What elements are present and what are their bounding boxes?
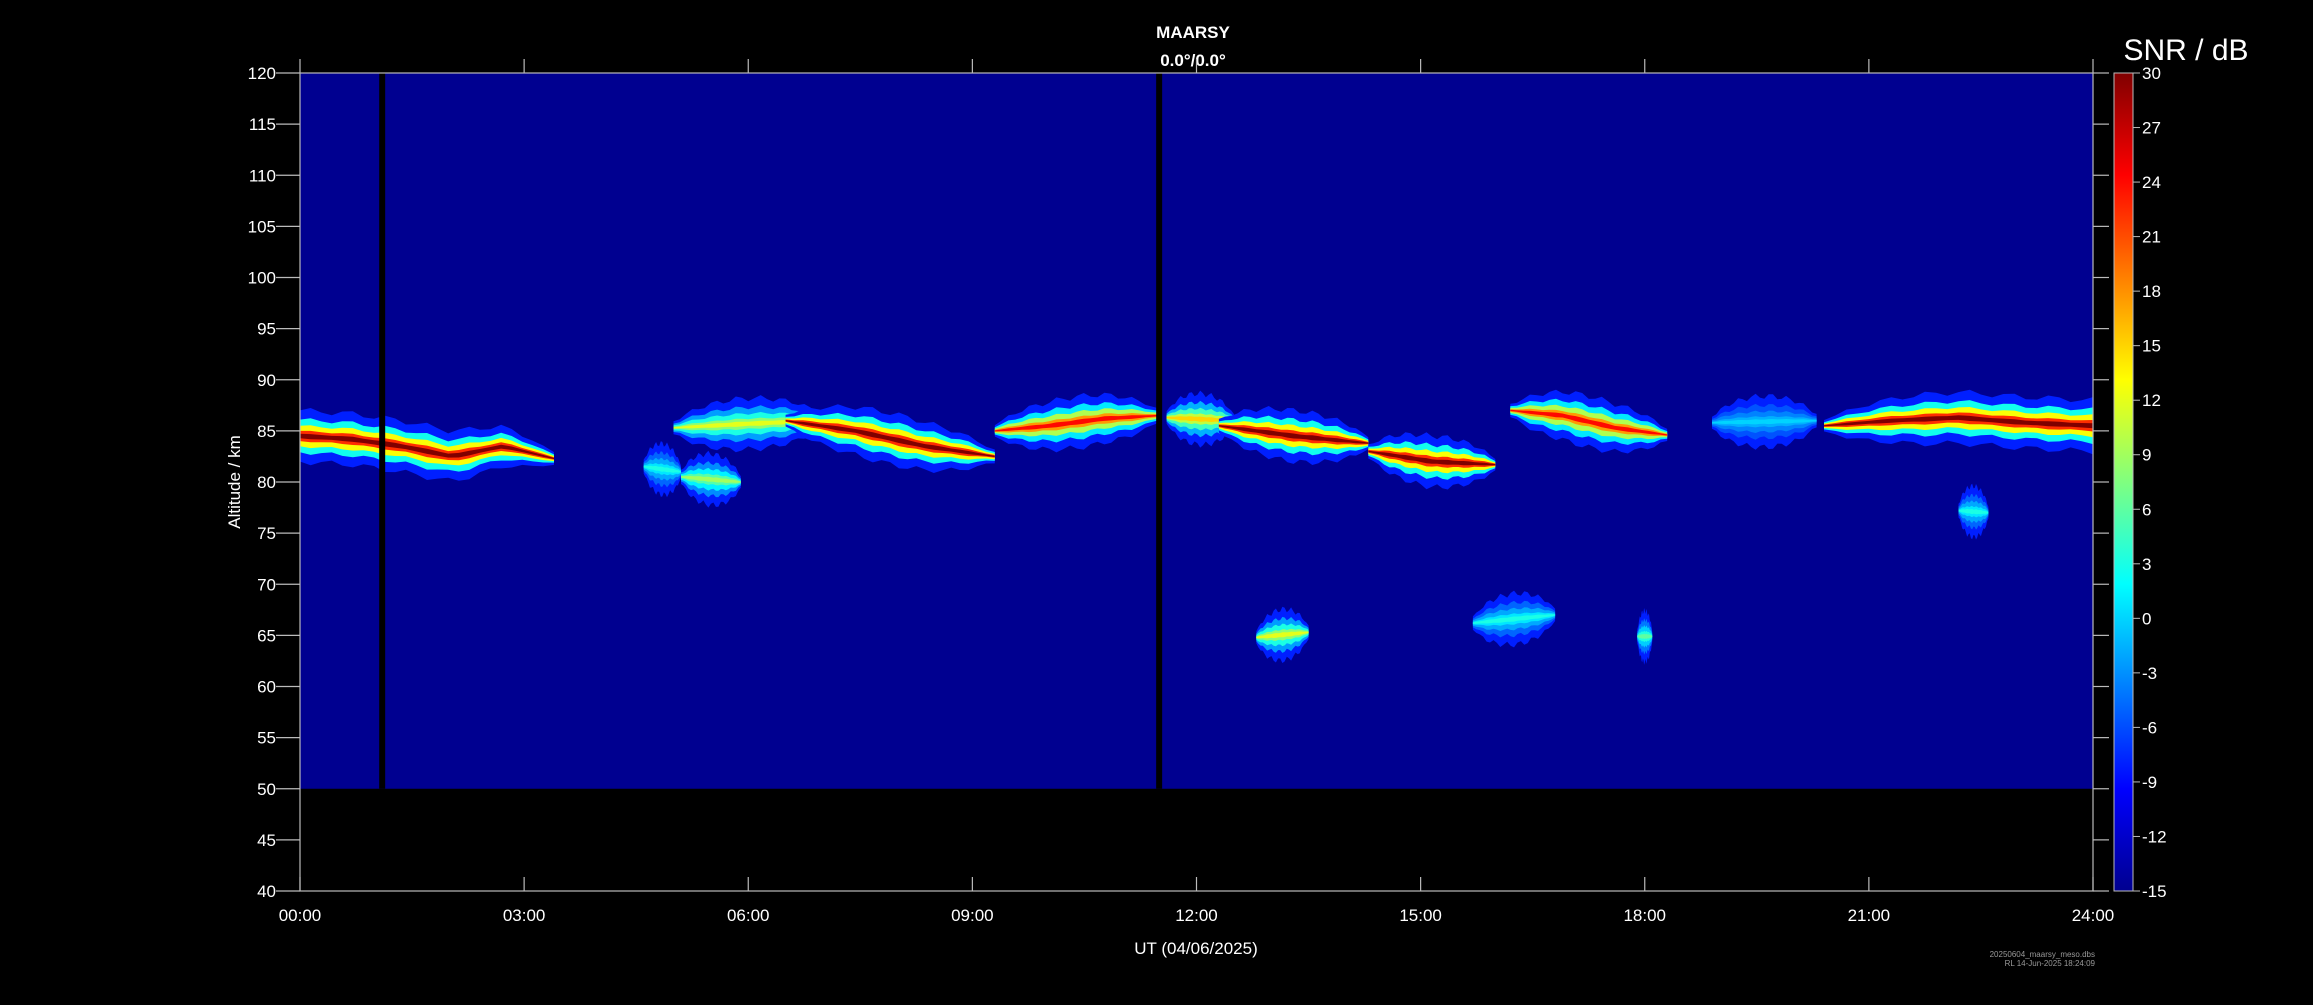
echo-layer [1218, 406, 1369, 465]
colorbar-tick-label: -3 [2142, 664, 2157, 683]
y-tick-label: 100 [248, 269, 276, 288]
footer-file: 20250604_maarsy_meso.dbs [1990, 950, 2095, 959]
y-tick-label: 105 [248, 217, 276, 236]
x-tick-label: 03:00 [503, 906, 546, 925]
echo-layer [785, 404, 995, 473]
colorbar-tick-label: 3 [2142, 555, 2151, 574]
echo-band [1166, 416, 1234, 422]
echo-band [1510, 409, 1668, 436]
x-axis-ticks: 00:00 03:00 06:00 09:00 12:00 15:00 18:00 21:00… [279, 59, 2115, 925]
y-tick-label: 85 [257, 422, 276, 441]
echo-band [1368, 450, 1496, 466]
echo-layer [1368, 432, 1496, 490]
data-gaps [379, 73, 1163, 789]
colorbar-tick-label: 27 [2142, 119, 2161, 138]
echo-band [1218, 425, 1369, 444]
echo-band [1824, 412, 2093, 432]
echo-layer [1958, 483, 1989, 540]
echo-band [1824, 415, 2093, 429]
echo-band [300, 433, 554, 460]
chart-title: MAARSY [1156, 23, 1230, 42]
echo-band [1472, 614, 1556, 624]
x-tick-label: 06:00 [727, 906, 770, 925]
colorbar-tick-label: -6 [2142, 718, 2157, 737]
y-tick-label: 120 [248, 64, 276, 83]
echo-band [643, 465, 681, 473]
echo-band [1958, 508, 1989, 515]
colorbar-scale [2113, 72, 2134, 892]
plot-area [300, 73, 2093, 789]
y-tick-label: 40 [257, 882, 276, 901]
echo-band [300, 430, 554, 461]
y-tick-label: 65 [257, 626, 276, 645]
footer-stamp: RL 14-Jun-2025 18:24:09 [2005, 959, 2096, 968]
colorbar-tick-label: -9 [2142, 773, 2157, 792]
echo-layer [643, 441, 681, 498]
echo-layer [1637, 608, 1653, 665]
colorbar-tick-label: 15 [2142, 337, 2161, 356]
y-tick-label: 45 [257, 831, 276, 850]
y-tick-label: 55 [257, 729, 276, 748]
chart-subtitle: 0.0°/0.0° [1160, 51, 1226, 70]
y-tick-label: 95 [257, 320, 276, 339]
x-tick-label: 18:00 [1623, 906, 1666, 925]
colorbar-tick-label: 9 [2142, 446, 2151, 465]
echo-band [681, 476, 741, 483]
data-gap [379, 73, 386, 789]
x-tick-label: 21:00 [1848, 906, 1891, 925]
x-tick-label: 15:00 [1399, 906, 1442, 925]
colorbar-label: SNR / dB [2123, 34, 2248, 67]
y-tick-label: 70 [257, 575, 276, 594]
colorbar-tick-label: 21 [2142, 228, 2161, 247]
y-tick-label: 80 [257, 473, 276, 492]
echo-layer [1166, 390, 1234, 448]
x-axis-label: UT (04/06/2025) [1134, 939, 1257, 958]
y-tick-label: 90 [257, 371, 276, 390]
colorbar-tick-label: -12 [2142, 827, 2167, 846]
echo-band [1637, 633, 1653, 639]
colorbar-tick-label: 12 [2142, 391, 2161, 410]
echo-layer [1256, 606, 1309, 663]
y-tick-label: 50 [257, 780, 276, 799]
echo-band [1712, 419, 1817, 425]
echo-band [1256, 631, 1309, 639]
x-tick-label: 12:00 [1175, 906, 1218, 925]
y-tick-label: 115 [249, 115, 276, 134]
echo-band [300, 425, 554, 466]
echo-layer [1712, 393, 1817, 450]
colorbar-tick-label: -15 [2142, 882, 2167, 901]
y-tick-label: 75 [257, 524, 276, 543]
echo-layer [994, 392, 1160, 453]
y-tick-label: 110 [249, 166, 276, 185]
colorbar-tick-label: 30 [2142, 64, 2161, 83]
echo-layer [1824, 389, 2093, 455]
x-tick-label: 24:00 [2072, 906, 2115, 925]
echo-band [785, 420, 995, 458]
echo-layers [300, 389, 2093, 665]
echo-layer [1472, 590, 1556, 648]
data-gap [1156, 73, 1163, 789]
colorbar-tick-label: 6 [2142, 500, 2151, 519]
y-axis-ticks: 40 45 50 55 60 65 70 75 80 85 90 95 100 105 110 115 120 [248, 64, 2109, 901]
x-tick-label: 09:00 [951, 906, 994, 925]
colorbar-tick-label: 0 [2142, 609, 2151, 628]
y-tick-label: 60 [257, 678, 276, 697]
echo-band [994, 414, 1160, 432]
x-tick-label: 00:00 [279, 906, 322, 925]
y-axis-label: Altitude / km [225, 435, 244, 529]
colorbar-tick-label: 18 [2142, 282, 2161, 301]
echo-layer [1510, 389, 1668, 454]
colorbar-tick-label: 24 [2142, 173, 2161, 192]
echo-layer [300, 408, 554, 481]
echo-layer [681, 450, 741, 508]
